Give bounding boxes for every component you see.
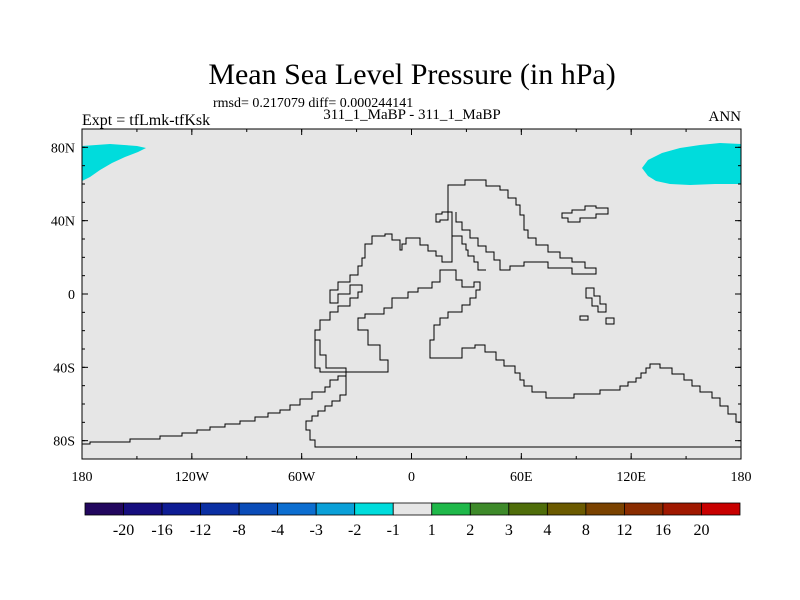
coastline-americas [314,233,486,376]
x-tick-label: 0 [408,470,415,485]
anomaly-region-arctic-east [642,143,741,185]
coastline-central [314,269,741,423]
colorbar-label: -16 [151,522,172,539]
x-tick-label: 120E [616,470,646,485]
x-axis: 180 120W 60W 0 60E 120E 180 [72,129,752,485]
x-tick-label: 180 [731,470,752,485]
figure-title: Mean Sea Level Pressure (in hPa) [208,58,615,91]
colorbar-swatch [585,502,625,516]
y-axis: 80N 40N 0 40S 80S [51,128,741,460]
y-tick-label: 40N [51,215,75,230]
colorbar-swatch [200,502,240,516]
colorbar-swatch [238,502,279,516]
comparison-label: 311_1_MaBP - 311_1_MaBP [323,107,501,123]
colorbar-label: 1 [428,522,436,539]
colorbar-label: 4 [543,522,551,539]
colorbar-swatch [277,502,317,516]
map-panel: 80N 40N 0 40S 80S 180 120W 60W 0 60E 120E 180 [51,128,752,485]
coastline-island-north [561,205,609,223]
colorbar-label: 2 [466,522,474,539]
x-tick-label: 180 [72,470,93,485]
colorbar-swatch [662,502,702,516]
colorbar-label: 3 [505,522,513,539]
colorbar-swatch [624,502,664,516]
colorbar-label: -2 [348,522,361,539]
x-tick-label: 60E [510,470,533,485]
coastline-eurasia [447,179,597,275]
colorbar-swatch [546,502,587,516]
colorbar-swatch [354,502,394,516]
colorbar-swatch [315,502,356,516]
colorbar-label: -12 [190,522,211,539]
colorbar-label: -1 [387,522,400,539]
y-tick-label: 80S [53,435,75,450]
anomaly-region-arctic-west [82,144,146,181]
colorbar: -20 -16 -12 -8 -4 -3 -2 -1 1 2 3 4 8 12 16 20 [84,502,741,539]
colorbar-swatch [392,502,433,516]
colorbar-swatch [161,502,201,516]
colorbar-swatch [123,502,163,516]
colorbar-label: -20 [113,522,134,539]
coastline-island-c [579,315,589,321]
colorbar-swatch [431,502,471,516]
coastline-island-b [585,287,607,313]
coastline-island-d [605,317,615,325]
colorbar-swatch [508,502,548,516]
colorbar-label: 20 [693,522,709,539]
colorbar-swatch [469,502,510,516]
x-tick-label: 60W [288,470,316,485]
colorbar-label: 8 [582,522,590,539]
season-label: ANN [709,109,742,125]
colorbar-swatch [84,502,124,516]
coastline-west [82,375,741,448]
stats-line: rmsd= 0.217079 diff= 0.000244141 [213,96,413,111]
y-tick-label: 0 [68,288,75,303]
x-tick-label: 120W [175,470,210,485]
colorbar-swatch [701,502,741,516]
colorbar-label: -8 [232,522,245,539]
y-tick-label: 80N [51,141,75,156]
y-tick-label: 40S [53,361,75,376]
experiment-label: Expt = tfLmk-tfKsk [82,112,210,129]
map-background [82,129,741,459]
coastlines [82,179,741,448]
colorbar-label: 16 [655,522,671,539]
colorbar-label: 12 [616,522,632,539]
coastline-island-a [435,211,449,223]
colorbar-label: -4 [271,522,284,539]
colorbar-label: -3 [310,522,323,539]
